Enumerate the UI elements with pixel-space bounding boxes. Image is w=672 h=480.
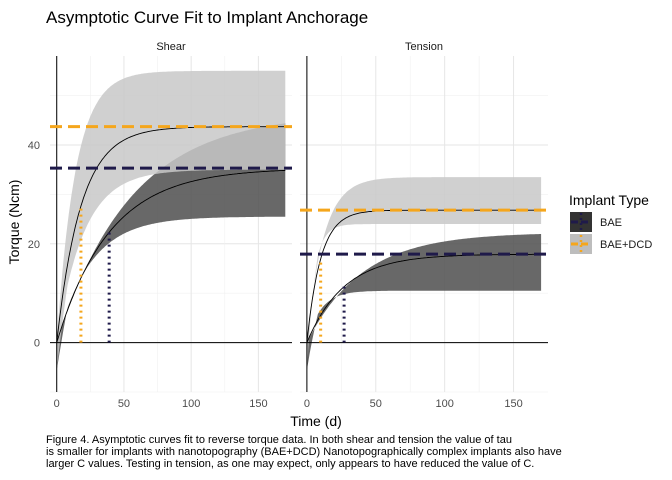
x-tick-label: 150 — [249, 398, 267, 410]
chart: Asymptotic Curve Fit to Implant Anchorag… — [6, 8, 652, 429]
legend-label: BAE+DCD — [600, 239, 652, 251]
fit-curve-bae-dcd — [56, 126, 286, 343]
legend-title: Implant Type — [569, 192, 649, 208]
fit-curve-bae — [56, 169, 286, 343]
x-tick-label: 0 — [304, 398, 310, 410]
y-axis-label: Torque (Ncm) — [6, 180, 22, 265]
x-tick-label: 0 — [54, 398, 60, 410]
y-tick-label: 20 — [28, 239, 40, 251]
y-tick-label: 0 — [34, 338, 40, 350]
legend: Implant Type BAE BAE+DCD — [569, 192, 652, 254]
confidence-band-bae-dcd — [56, 70, 286, 371]
caption-line-1: Figure 4. Asymptotic curves fit to rever… — [46, 434, 512, 446]
legend-item-bae-dcd: BAE+DCD — [570, 234, 652, 254]
panel-shear: Shear 0 50 100 150 0 20 40 — [28, 41, 292, 410]
y-tick-label: 40 — [28, 140, 40, 152]
confidence-band-bae — [56, 123, 286, 371]
chart-title: Asymptotic Curve Fit to Implant Anchorag… — [46, 8, 368, 27]
x-tick-label: 150 — [504, 398, 522, 410]
x-tick-label: 50 — [118, 398, 130, 410]
x-axis-label: Time (d) — [290, 413, 342, 429]
confidence-band-bae-dcd — [306, 177, 542, 371]
panel-strip-label: Shear — [156, 41, 186, 53]
confidence-band-bae — [306, 234, 542, 371]
panel-tension: Tension 0 50 100 150 — [300, 41, 548, 410]
x-tick-label: 50 — [370, 398, 382, 410]
caption-line-3: larger C values. Testing in tension, as … — [46, 458, 535, 470]
legend-item-bae: BAE — [570, 212, 622, 232]
chart-panels: Shear 0 50 100 150 0 20 40 Tension 0 50 100 150 — [28, 41, 548, 410]
caption-line-2: is smaller for implants with nanotopogra… — [46, 446, 562, 458]
panel-strip-label: Tension — [405, 41, 443, 53]
figure-caption: Figure 4. Asymptotic curves fit to rever… — [46, 434, 666, 470]
legend-label: BAE — [600, 217, 622, 229]
x-tick-label: 100 — [435, 398, 453, 410]
x-tick-label: 100 — [182, 398, 200, 410]
